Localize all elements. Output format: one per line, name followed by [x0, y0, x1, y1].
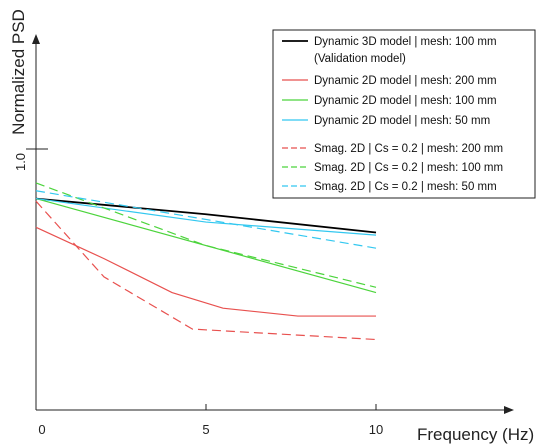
x-tick-label: 10	[369, 422, 383, 437]
legend-box	[272, 29, 536, 199]
legend-label-3: Dynamic 2D model | mesh: 100 mm	[314, 95, 497, 107]
series-line-4	[35, 197, 377, 236]
y-axis-title: Normalized PSD	[9, 9, 28, 135]
x-tick-label: 5	[202, 422, 209, 437]
y-tick-label: 1.0	[13, 153, 28, 171]
series-line-5	[35, 200, 377, 341]
series-line-2	[35, 226, 376, 317]
series-line-7	[35, 190, 377, 249]
x-axis-title: Frequency (Hz)	[417, 425, 534, 444]
legend-label-5: Smag. 2D | Cs = 0.2 | mesh: 200 mm	[314, 143, 503, 155]
ticks: 0 5 10 1.0	[13, 148, 383, 437]
legend-label-1-line2: (Validation model)	[314, 53, 406, 65]
x-axis-arrow	[504, 406, 514, 414]
series-line-6	[35, 182, 377, 288]
axes: Normalized PSD Frequency (Hz)	[9, 9, 534, 444]
legend: Dynamic 3D model | mesh: 100 mm (Validati…	[272, 29, 536, 199]
series-line-3	[35, 198, 377, 294]
legend-label-4: Dynamic 2D model | mesh: 50 mm	[314, 115, 490, 127]
x-tick-label: 0	[38, 422, 45, 437]
y-axis-arrow	[32, 34, 40, 44]
series-line-1	[35, 197, 377, 234]
series-layer	[35, 182, 377, 341]
legend-label-6: Smag. 2D | Cs = 0.2 | mesh: 100 mm	[314, 162, 503, 174]
legend-label-7: Smag. 2D | Cs = 0.2 | mesh: 50 mm	[314, 181, 497, 193]
legend-label-1: Dynamic 3D model | mesh: 100 mm	[314, 36, 497, 48]
legend-label-2: Dynamic 2D model | mesh: 200 mm	[314, 75, 497, 87]
